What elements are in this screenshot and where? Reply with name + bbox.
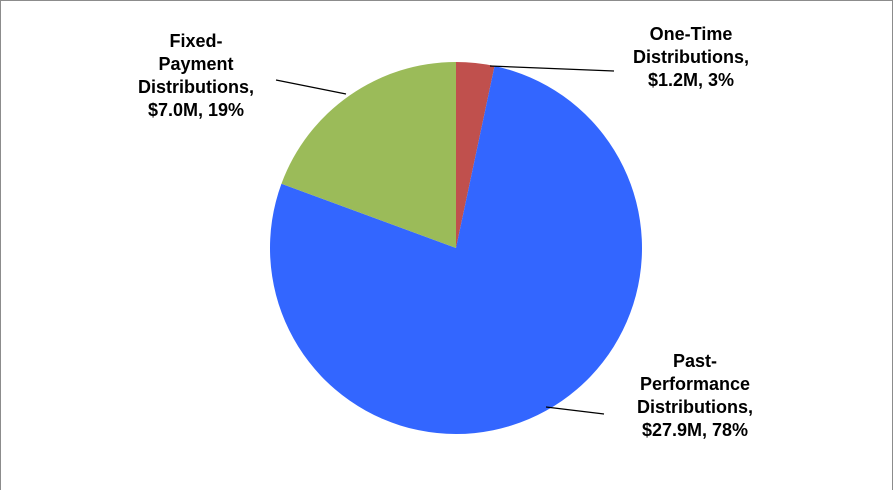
slice-label-line: One-Time [650,24,733,44]
slice-label-line: $27.9M, 78% [642,420,748,440]
slice-label-line: Distributions, [633,47,749,67]
pie-slice-past-performance [270,66,642,434]
leader-line [275,79,347,95]
leader-line [489,65,615,72]
slice-label-line: Past- [673,351,717,371]
slice-label-line: Performance [640,374,750,394]
slice-labels: One-Time Distributions, $1.2M, 3% Past- Perf… [138,24,753,440]
slice-label-line: Payment [158,54,233,74]
pie-slice-one-time [456,62,495,248]
leader-line [545,406,605,415]
slice-label: Past- Performance Distributions, $27.9M, 78… [637,351,753,440]
pie-slice-fixed-payment [281,62,456,248]
pie-slices [270,62,642,434]
slice-label-line: Distributions, [637,397,753,417]
leader-lines [275,65,615,415]
slice-label-line: $7.0M, 19% [148,100,244,120]
slice-label: One-Time Distributions, $1.2M, 3% [633,24,749,90]
slice-label: Fixed- Payment Distributions, $7.0M, 19% [138,31,254,120]
slice-label-line: Fixed- [169,31,222,51]
slice-label-line: Distributions, [138,77,254,97]
slice-label-line: $1.2M, 3% [648,70,734,90]
